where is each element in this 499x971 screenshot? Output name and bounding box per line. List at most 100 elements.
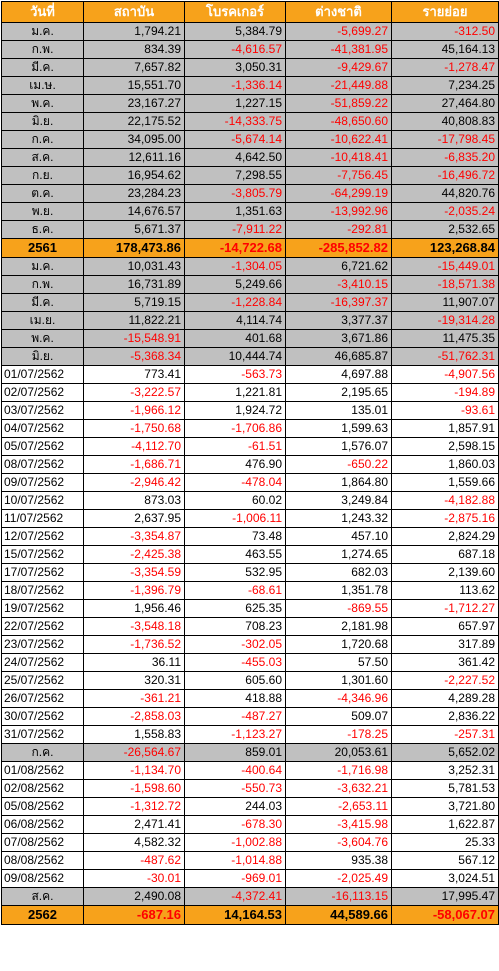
cell-foreign: 1,274.65 — [285, 545, 392, 564]
cell-institutional: 16,954.62 — [83, 166, 185, 185]
cell-institutional: 15,551.70 — [83, 76, 185, 95]
row-label: พ.ค. — [1, 329, 84, 348]
cell-foreign: 46,685.87 — [285, 347, 392, 366]
cell-retail: -2,035.24 — [391, 202, 499, 221]
cell-institutional: 36.11 — [83, 653, 185, 672]
daily-row: 12/07/2562 -3,354.87 73.48 457.10 2,824.29 — [1, 527, 499, 546]
cell-foreign: -869.55 — [285, 599, 392, 618]
cell-broker: 605.60 — [184, 671, 286, 690]
cell-institutional: 11,822.21 — [83, 311, 185, 330]
row-label: มิ.ย. — [1, 347, 84, 366]
cell-retail: -1,712.27 — [391, 599, 499, 618]
monthly-row: ต.ค. 23,284.23 -3,805.79 -64,299.19 44,820.7… — [1, 184, 499, 203]
cell-retail: 11,907.07 — [391, 293, 499, 312]
column-header-institutional: สถาบัน — [83, 1, 185, 23]
cell-foreign: -650.22 — [285, 455, 392, 474]
daily-row: 08/08/2562 -487.62 -1,014.88 935.38 567.12 — [1, 851, 499, 870]
cell-retail: -58,067.07 — [391, 905, 499, 925]
cell-institutional: -1,736.52 — [83, 635, 185, 654]
cell-retail: -17,798.45 — [391, 130, 499, 149]
cell-institutional: -2,425.38 — [83, 545, 185, 564]
cell-foreign: -64,299.19 — [285, 184, 392, 203]
header-row: วันที่ สถาบัน โบรคเกอร์ ต่างชาติ รายย่อย — [1, 1, 499, 23]
cell-broker: 3,050.31 — [184, 58, 286, 77]
cell-foreign: -3,604.76 — [285, 833, 392, 852]
cell-institutional: 16,731.89 — [83, 275, 185, 294]
cell-foreign: -178.25 — [285, 725, 392, 744]
row-label: 04/07/2562 — [1, 419, 84, 438]
row-label: พ.ค. — [1, 94, 84, 113]
cell-broker: 1,924.72 — [184, 401, 286, 420]
daily-row: 22/07/2562 -3,548.18 708.23 2,181.98 657.97 — [1, 617, 499, 636]
cell-broker: -7,911.22 — [184, 220, 286, 239]
cell-foreign: -2,025.49 — [285, 869, 392, 888]
cell-institutional: 1,558.83 — [83, 725, 185, 744]
cell-institutional: -3,222.57 — [83, 383, 185, 402]
yearly-total-row: 2562 -687.16 14,164.53 44,589.66 -58,067.07 — [1, 905, 499, 925]
cell-institutional: -1,396.79 — [83, 581, 185, 600]
cell-institutional: -2,946.42 — [83, 473, 185, 492]
cell-foreign: 20,053.61 — [285, 743, 392, 762]
cell-foreign: -10,418.41 — [285, 148, 392, 167]
daily-row: 08/07/2562 -1,686.71 476.90 -650.22 1,860.03 — [1, 455, 499, 474]
column-header-date: วันที่ — [1, 1, 84, 23]
cell-foreign: 509.07 — [285, 707, 392, 726]
cell-foreign: -285,852.82 — [285, 238, 392, 258]
daily-row: 11/07/2562 2,637.95 -1,006.11 1,243.32 -2,87… — [1, 509, 499, 528]
cell-broker: 463.55 — [184, 545, 286, 564]
cell-institutional: 23,167.27 — [83, 94, 185, 113]
cell-institutional: 22,175.52 — [83, 112, 185, 131]
cell-institutional: -15,548.91 — [83, 329, 185, 348]
cell-foreign: -1,716.98 — [285, 761, 392, 780]
cell-broker: -563.73 — [184, 365, 286, 384]
cell-retail: 123,268.84 — [391, 238, 499, 258]
cell-institutional: -3,548.18 — [83, 617, 185, 636]
monthly-row: มี.ค. 5,719.15 -1,228.84 -16,397.37 11,907.0… — [1, 293, 499, 312]
row-label: มี.ค. — [1, 293, 84, 312]
daily-row: 02/08/2562 -1,598.60 -550.73 -3,632.21 5,781… — [1, 779, 499, 798]
row-label: 2562 — [1, 905, 84, 925]
cell-institutional: 5,719.15 — [83, 293, 185, 312]
row-label: ก.พ. — [1, 275, 84, 294]
monthly-row: ก.พ. 834.39 -4,616.57 -41,381.95 45,164.13 — [1, 40, 499, 59]
cell-foreign: -3,415.98 — [285, 815, 392, 834]
row-label: 18/07/2562 — [1, 581, 84, 600]
row-label: ม.ค. — [1, 22, 84, 41]
cell-institutional: -1,598.60 — [83, 779, 185, 798]
table-header: วันที่ สถาบัน โบรคเกอร์ ต่างชาติ รายย่อย — [1, 1, 499, 23]
cell-institutional: 178,473.86 — [83, 238, 185, 258]
row-label: 09/08/2562 — [1, 869, 84, 888]
cell-foreign: -4,346.96 — [285, 689, 392, 708]
cell-institutional: 773.41 — [83, 365, 185, 384]
cell-retail: -19,314.28 — [391, 311, 499, 330]
cell-foreign: -292.81 — [285, 220, 392, 239]
cell-foreign: 935.38 — [285, 851, 392, 870]
cell-broker: -1,123.27 — [184, 725, 286, 744]
cell-retail: 1,857.91 — [391, 419, 499, 438]
cell-broker: 10,444.74 — [184, 347, 286, 366]
cell-institutional: -3,354.59 — [83, 563, 185, 582]
cell-institutional: 4,582.32 — [83, 833, 185, 852]
cell-retail: 5,781.53 — [391, 779, 499, 798]
row-label: 05/08/2562 — [1, 797, 84, 816]
column-header-broker: โบรคเกอร์ — [184, 1, 286, 23]
cell-retail: -51,762.31 — [391, 347, 499, 366]
daily-row: 26/07/2562 -361.21 418.88 -4,346.96 4,289.28 — [1, 689, 499, 708]
row-label: พ.ย. — [1, 202, 84, 221]
row-label: 03/07/2562 — [1, 401, 84, 420]
cell-institutional: -1,134.70 — [83, 761, 185, 780]
row-label: ก.พ. — [1, 40, 84, 59]
cell-broker: 532.95 — [184, 563, 286, 582]
cell-retail: 2,836.22 — [391, 707, 499, 726]
monthly-row: เม.ษ. 15,551.70 -1,336.14 -21,449.88 7,234.2… — [1, 76, 499, 95]
daily-row: 01/07/2562 773.41 -563.73 4,697.88 -4,907.56 — [1, 365, 499, 384]
cell-broker: 708.23 — [184, 617, 286, 636]
row-label: 05/07/2562 — [1, 437, 84, 456]
cell-broker: 625.35 — [184, 599, 286, 618]
cell-broker: -302.05 — [184, 635, 286, 654]
cell-broker: -1,014.88 — [184, 851, 286, 870]
cell-foreign: -5,699.27 — [285, 22, 392, 41]
cell-broker: 5,249.66 — [184, 275, 286, 294]
cell-institutional: -687.16 — [83, 905, 185, 925]
cell-foreign: 682.03 — [285, 563, 392, 582]
